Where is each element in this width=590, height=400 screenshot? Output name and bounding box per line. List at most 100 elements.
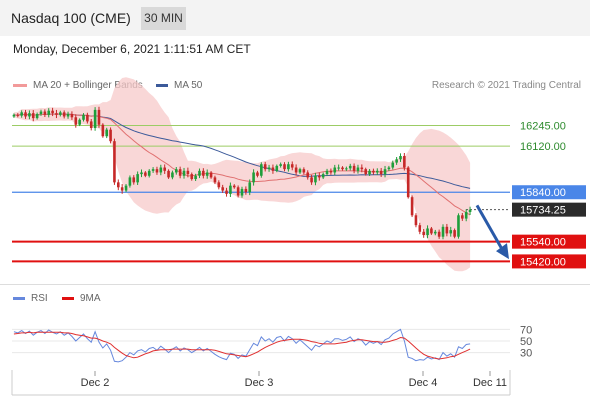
candle-body — [24, 112, 27, 117]
candle-body — [360, 167, 364, 170]
candle-body — [248, 182, 252, 193]
candle-body — [31, 113, 35, 119]
candle-body — [28, 113, 31, 117]
candle-body — [329, 170, 333, 173]
candle-body — [372, 170, 375, 173]
candle-body — [136, 174, 139, 183]
level-tag-15420.00 — [512, 254, 586, 269]
candle-body — [418, 225, 422, 232]
x-tick-label-Dec-4: Dec 4 — [409, 377, 438, 389]
candle-body — [449, 230, 453, 234]
candle-body — [244, 188, 248, 193]
candle-body — [55, 113, 58, 115]
candle-body — [159, 167, 163, 173]
candle-body — [198, 170, 201, 176]
candle-body — [267, 167, 271, 170]
candle-body — [101, 124, 105, 137]
candle-body — [391, 162, 395, 168]
level-tag-15840.00 — [512, 185, 586, 200]
header-bar: Nasdaq 100 (CME) 30 MIN — [0, 0, 590, 36]
level-label-15840.00: 15840.00 — [520, 187, 566, 199]
candle-body — [155, 169, 159, 173]
candle-body — [437, 231, 441, 237]
candle-body — [302, 169, 306, 173]
candle-body — [178, 169, 182, 176]
candle-body — [47, 110, 51, 115]
candle-body — [62, 112, 66, 117]
candle-body — [337, 167, 340, 169]
candle-body — [414, 215, 418, 226]
candle-body — [399, 156, 402, 160]
candle-body — [461, 215, 464, 219]
candle-body — [383, 169, 387, 175]
candle-body — [225, 190, 228, 194]
forecast-arrow-shaft — [475, 204, 504, 250]
candle-body — [468, 209, 472, 212]
candle-body — [333, 167, 337, 173]
candle-body — [20, 112, 23, 116]
ma50-legend: MA 50 — [156, 80, 202, 91]
candle-body — [422, 231, 425, 236]
candle-body — [287, 164, 290, 170]
candle-body — [325, 170, 329, 175]
candle-body — [229, 185, 232, 194]
candle-body — [128, 177, 132, 186]
candle-body — [140, 172, 143, 175]
rsi-ma9-line — [13, 331, 471, 360]
candle-body — [364, 169, 367, 175]
candle-body — [117, 182, 120, 188]
candle-body — [35, 114, 39, 119]
candle-body — [16, 114, 20, 116]
candle-body — [202, 170, 205, 176]
candle-body — [426, 228, 429, 236]
candle-body — [445, 226, 449, 234]
candle-body — [86, 114, 89, 122]
candle-body — [82, 114, 85, 120]
timeframe-button[interactable]: 30 MIN — [141, 7, 186, 30]
ma20-legend-label: MA 20 + Bollinger Bands — [33, 80, 143, 91]
candle-body — [395, 159, 398, 163]
candle-body — [252, 172, 255, 183]
candle-body — [263, 164, 267, 170]
candle-body — [93, 109, 97, 128]
last-price-tag — [512, 202, 586, 217]
candle-body — [294, 167, 298, 173]
candle-body — [341, 167, 344, 170]
panel-divider — [0, 284, 590, 285]
candle-body — [356, 167, 360, 171]
candle-body — [430, 228, 433, 234]
candle-body — [213, 177, 217, 183]
candle-body — [144, 172, 147, 176]
candle-body — [78, 119, 81, 125]
candle-body — [182, 170, 186, 176]
date-line: Monday, December 6, 2021 1:11:51 AM CET — [13, 42, 251, 56]
candle-body — [186, 170, 190, 175]
x-tick-label-Dec-3: Dec 3 — [245, 377, 274, 389]
candle-body — [345, 168, 348, 170]
candle-body — [260, 164, 263, 176]
candle-body — [163, 167, 166, 171]
candle-body — [205, 172, 209, 176]
ma9-swatch — [62, 296, 74, 300]
candle-body — [109, 129, 112, 142]
candle-body — [74, 117, 78, 125]
candle-body — [167, 170, 170, 178]
rsi-line — [13, 328, 471, 363]
candle-body — [59, 112, 62, 115]
candle-body — [113, 141, 116, 183]
x-tick-label-Dec-2: Dec 2 — [81, 377, 110, 389]
candle-body — [271, 167, 275, 171]
instrument-title: Nasdaq 100 (CME) — [11, 10, 131, 26]
rsi-swatch — [13, 296, 25, 300]
candle-body — [433, 231, 437, 234]
candle-body — [298, 169, 302, 173]
candle-body — [352, 165, 356, 171]
candle-body — [379, 170, 383, 175]
rsi-legend: RSI — [13, 293, 48, 304]
candle-body — [306, 172, 310, 178]
candle-body — [105, 129, 109, 137]
candle-body — [387, 167, 391, 170]
candle-body — [236, 187, 240, 196]
candle-body — [209, 172, 213, 178]
